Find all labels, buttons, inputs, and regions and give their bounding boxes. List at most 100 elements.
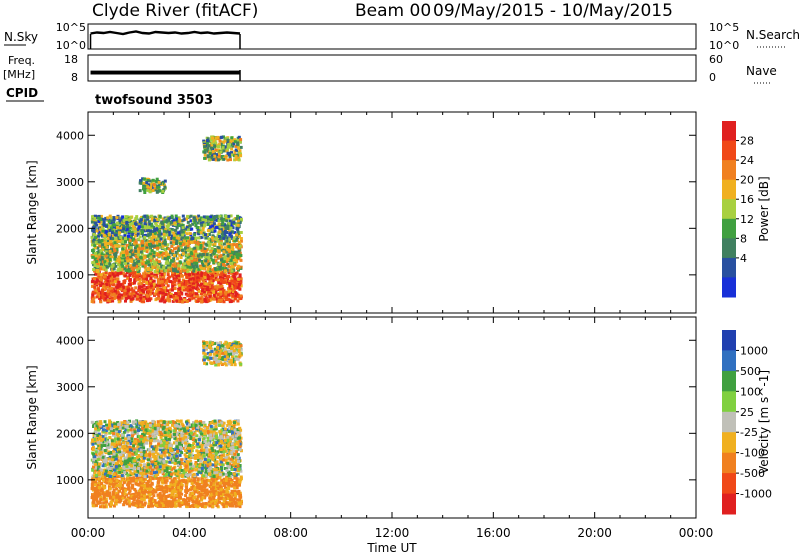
echo-cell — [192, 503, 195, 507]
echo-cell — [178, 491, 182, 495]
echo-cell — [99, 267, 103, 271]
echo-cell — [105, 493, 109, 496]
echo-cell — [157, 501, 161, 505]
echo-cell — [230, 279, 234, 283]
echo-cell — [225, 501, 229, 505]
echo-cell — [169, 483, 173, 487]
echo-cell — [94, 236, 98, 240]
echo-cell — [122, 292, 126, 296]
echo-cell — [196, 276, 200, 280]
echo-cell — [204, 502, 208, 505]
echo-cell — [201, 288, 205, 292]
echo-cell — [92, 296, 96, 300]
echo-cell — [148, 222, 152, 226]
echo-cell — [230, 147, 234, 151]
echo-cell — [110, 248, 113, 252]
echo-cell — [109, 495, 113, 499]
echo-cell — [132, 241, 136, 245]
echo-cell — [187, 239, 190, 243]
echo-cell — [180, 230, 184, 233]
echo-cell — [117, 285, 121, 289]
echo-cell — [131, 270, 135, 274]
echo-cell — [203, 271, 207, 275]
echo-cell — [148, 190, 152, 194]
echo-cell — [200, 295, 204, 299]
echo-cell — [103, 491, 107, 495]
echo-cell — [123, 238, 127, 242]
echo-cell — [148, 243, 151, 246]
echo-cell — [158, 492, 162, 495]
echo-cell — [149, 252, 153, 256]
echo-cell — [171, 504, 175, 508]
echo-cell — [191, 475, 195, 479]
echo-cell — [133, 234, 137, 238]
echo-cell — [113, 479, 116, 483]
echo-cell — [210, 289, 214, 293]
echo-cell — [222, 263, 225, 266]
echo-cell — [211, 230, 215, 234]
echo-cell — [153, 262, 156, 266]
echo-cell — [230, 504, 234, 508]
echo-cell — [173, 280, 177, 284]
echo-cell — [191, 237, 194, 241]
echo-cell — [230, 143, 234, 147]
echo-cell — [90, 220, 94, 224]
echo-cell — [204, 262, 208, 266]
echo-cell — [221, 140, 225, 144]
echo-cell — [95, 485, 99, 489]
echo-cell — [106, 219, 110, 222]
echo-cell — [145, 243, 149, 247]
echo-cell — [212, 276, 215, 280]
echo-cell — [194, 286, 198, 290]
echo-cell — [161, 225, 165, 229]
echo-cell — [219, 485, 223, 489]
echo-cell — [184, 494, 188, 498]
echo-cell — [239, 145, 243, 149]
echo-cell — [125, 221, 129, 225]
echo-cell — [226, 254, 230, 258]
echo-cell — [238, 274, 242, 278]
echo-cell — [95, 495, 99, 498]
echo-cell — [224, 493, 228, 497]
echo-cell — [142, 188, 146, 192]
echo-cell — [120, 261, 124, 265]
echo-cell — [118, 229, 122, 233]
echo-cell — [237, 282, 241, 286]
echo-cell — [160, 232, 164, 236]
echo-cell — [190, 288, 194, 292]
echo-cell — [123, 279, 127, 283]
echo-cell — [193, 233, 197, 237]
echo-cell — [123, 495, 127, 499]
echo-cell — [108, 258, 112, 262]
echo-band-1 — [90, 419, 243, 479]
echo-cell — [114, 271, 118, 275]
echo-cell — [94, 503, 98, 507]
echo-cell — [161, 236, 165, 240]
echo-cell — [186, 214, 190, 218]
echo-cell — [192, 258, 196, 262]
echo-cell — [161, 283, 164, 287]
echo-cell — [123, 253, 127, 257]
echo-band-3 — [138, 177, 167, 194]
echo-cell — [203, 491, 207, 495]
echo-cell — [132, 281, 136, 285]
echo-cell — [112, 504, 116, 508]
echo-cell — [140, 228, 144, 232]
echo-cell — [129, 299, 133, 303]
echo-cell — [148, 493, 152, 496]
echo-cell — [217, 485, 221, 489]
echo-cell — [147, 271, 151, 275]
echo-cell — [139, 490, 143, 494]
colorbar-swatch — [722, 160, 736, 181]
echo-cell — [199, 273, 203, 277]
echo-cell — [134, 286, 138, 290]
echo-cell — [234, 144, 238, 148]
echo-cell — [139, 478, 142, 481]
echo-cell — [143, 214, 147, 218]
echo-cell — [171, 249, 175, 253]
echo-cell — [158, 284, 162, 288]
echo-cell — [197, 242, 200, 246]
echo-cell — [195, 271, 199, 275]
echo-cell — [144, 263, 148, 267]
echo-cell — [190, 252, 194, 256]
